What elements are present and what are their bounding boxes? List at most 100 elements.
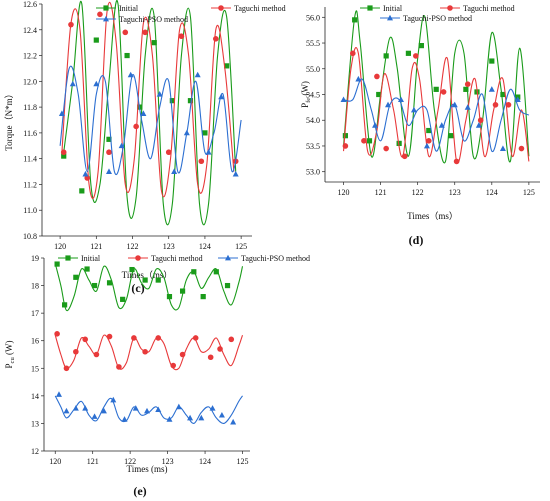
data-point — [355, 75, 362, 82]
y-tick-label: 17 — [31, 309, 39, 318]
data-point — [366, 138, 373, 144]
data-point — [142, 348, 148, 355]
data-point — [72, 405, 79, 411]
data-point — [60, 149, 67, 156]
data-point — [93, 80, 100, 87]
series-initial — [54, 261, 244, 312]
data-point — [218, 93, 225, 100]
data-point — [489, 58, 495, 64]
data-point — [129, 266, 135, 273]
x-axis-label: Times (ms) — [127, 464, 168, 474]
data-point — [405, 50, 412, 56]
data-point — [155, 277, 161, 283]
y-tick-label: 12.2 — [23, 52, 37, 61]
data-point — [84, 266, 90, 272]
data-point — [110, 396, 117, 403]
series-line — [342, 47, 530, 164]
data-point — [106, 333, 113, 340]
data-point — [179, 288, 186, 294]
x-tick-label: 123 — [162, 457, 174, 466]
legend-item: Initial — [360, 4, 403, 13]
data-point — [54, 261, 60, 267]
y-tick-label: 54.0 — [306, 116, 320, 125]
y-axis-label-sub: fe — [305, 98, 312, 103]
data-point — [205, 149, 212, 155]
y-axis-label: Pfe (W) — [300, 81, 312, 108]
panel-d: 53.0 53.5 54.0 54.5 55.0 55.5 56.0 120 121 122 123… — [300, 4, 540, 247]
legend-item: Initial — [96, 4, 139, 13]
data-point — [68, 21, 74, 28]
data-point — [165, 149, 172, 156]
legend-item: Taguchi-PSO method — [218, 254, 310, 263]
data-point — [342, 143, 349, 149]
data-point — [376, 91, 382, 98]
legend-label: Taguchi-PSO method — [119, 15, 188, 24]
data-point — [232, 170, 239, 177]
data-point — [518, 145, 525, 152]
data-point — [499, 145, 506, 151]
data-point — [132, 405, 139, 411]
y-tick-label: 53.0 — [306, 168, 320, 177]
series-line — [63, 0, 237, 226]
series-initial — [61, 0, 237, 226]
series-taguchi-method — [342, 47, 530, 165]
data-point — [342, 133, 348, 139]
legend-swatch-marker — [103, 5, 109, 11]
data-point — [492, 101, 499, 108]
x-axis-label: Times（ms） — [407, 211, 458, 221]
data-point — [175, 403, 182, 410]
data-point — [464, 81, 471, 88]
data-point — [73, 348, 79, 355]
data-point — [61, 153, 67, 159]
legend-item: Taguchi-PSO method — [380, 14, 472, 23]
data-point — [183, 129, 190, 136]
data-point — [213, 269, 219, 275]
data-point — [140, 110, 147, 116]
data-point — [79, 188, 85, 194]
data-point — [100, 407, 107, 414]
legend-label: Taguchi-PSO method — [241, 254, 310, 263]
series-taguchi-method — [60, 1, 239, 199]
x-tick-label: 120 — [54, 242, 66, 251]
panel-label: (c) — [131, 281, 144, 295]
data-point — [194, 71, 201, 78]
legend-swatch-marker — [225, 254, 231, 261]
data-point — [93, 37, 99, 43]
y-tick-label: 11.4 — [23, 155, 37, 164]
data-point — [63, 407, 70, 414]
legend-swatch-marker — [387, 14, 393, 21]
y-tick-label: 55.0 — [306, 65, 320, 74]
data-point — [440, 89, 447, 95]
data-point — [361, 138, 367, 144]
data-point — [170, 362, 177, 369]
data-point — [118, 142, 125, 149]
panel-label: (d) — [409, 233, 424, 247]
data-point — [423, 142, 430, 149]
data-point — [350, 50, 356, 57]
data-point — [224, 63, 230, 69]
legend-swatch-marker — [65, 255, 71, 261]
x-tick-label: 121 — [87, 457, 99, 466]
legend-item: Initial — [58, 254, 101, 263]
legend-item: Taguchi method — [440, 4, 515, 13]
data-point — [448, 133, 454, 139]
data-point — [202, 130, 208, 136]
y-axis-label: Torque（N*m） — [4, 89, 14, 150]
x-tick-label: 125 — [237, 457, 249, 466]
y-tick-label: 12 — [31, 447, 39, 456]
legend-swatch-marker — [218, 5, 224, 11]
data-point — [488, 86, 495, 92]
data-point — [425, 138, 432, 144]
x-tick-label: 124 — [199, 242, 211, 251]
x-tick-label: 120 — [338, 188, 350, 197]
data-point — [142, 29, 148, 36]
y-tick-label: 54.5 — [306, 91, 320, 100]
data-point — [169, 98, 175, 104]
x-tick-label: 125 — [523, 188, 535, 197]
data-point — [91, 282, 98, 289]
data-point — [198, 158, 205, 165]
data-point — [218, 411, 225, 418]
y-tick-label: 56.0 — [306, 13, 320, 22]
data-point — [127, 71, 134, 78]
